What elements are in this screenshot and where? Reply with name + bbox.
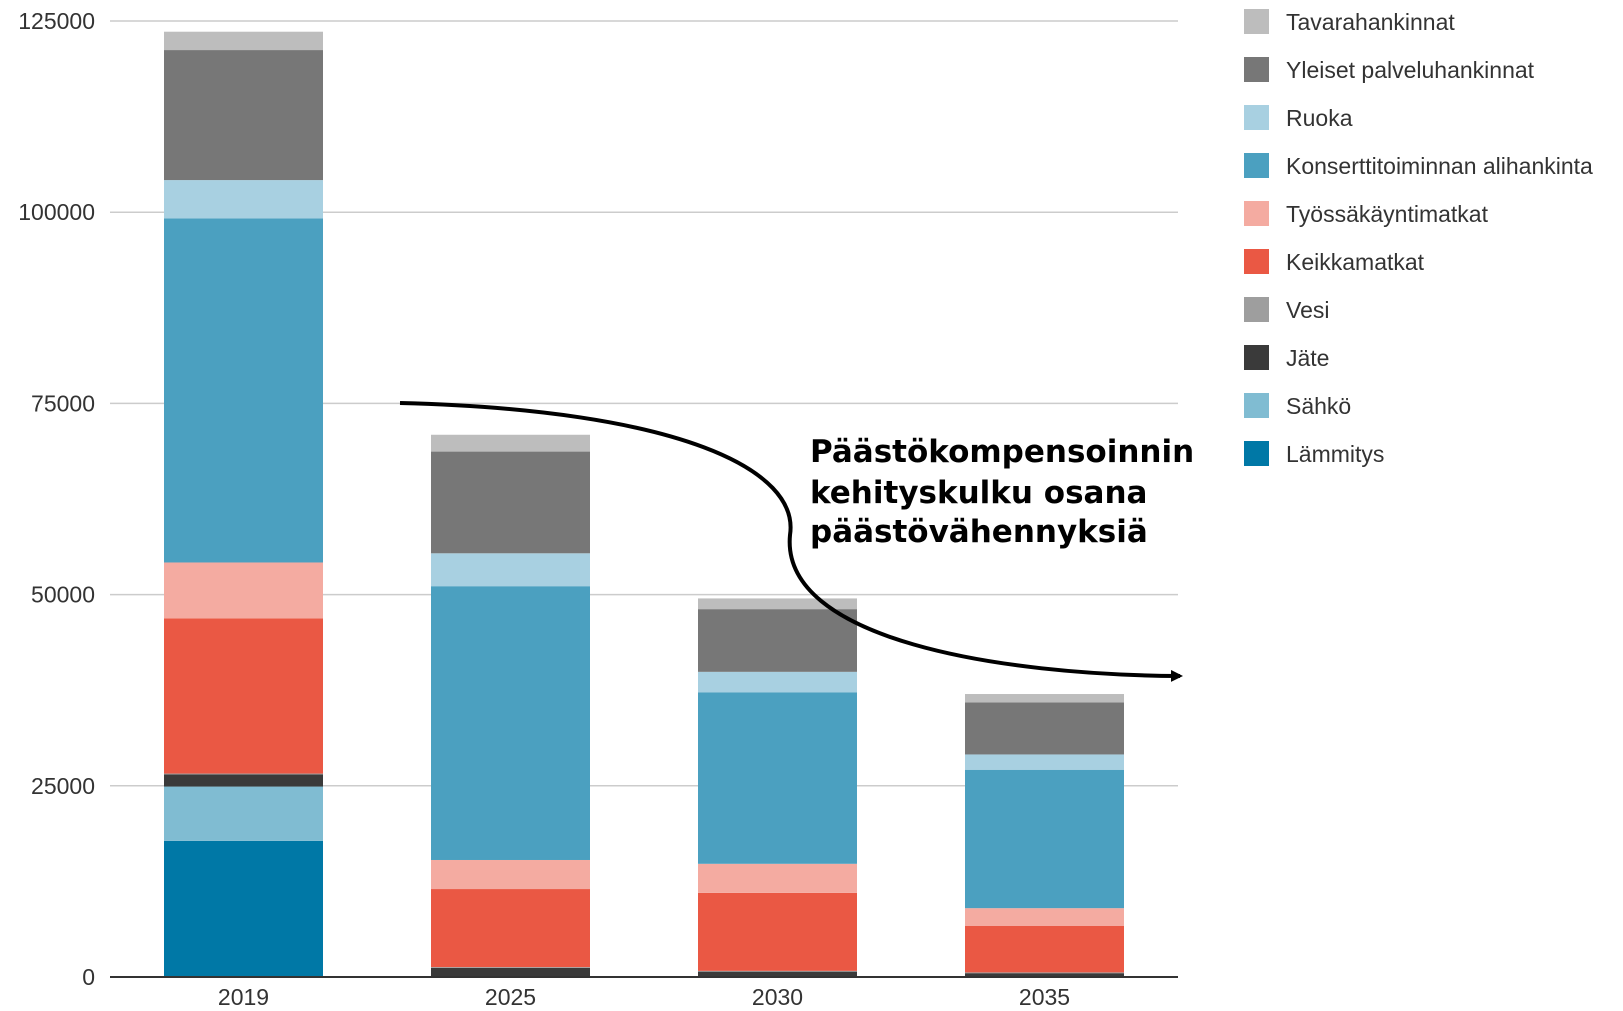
bar-segment	[698, 970, 857, 972]
bar-segment	[698, 971, 857, 977]
bar-segment	[965, 694, 1124, 703]
bar-segment	[431, 451, 590, 554]
bars	[164, 31, 1124, 977]
bar-segment	[164, 218, 323, 563]
x-tick-label: 2035	[1019, 984, 1070, 1010]
annotation-line-3: päästövähennyksiä	[810, 514, 1148, 550]
y-tick-label: 75000	[31, 390, 95, 416]
legend-swatch	[1244, 345, 1269, 370]
bar-segment	[698, 598, 857, 610]
legend-label: Lämmitys	[1286, 441, 1384, 467]
bar-segment	[164, 786, 323, 841]
legend-swatch	[1244, 393, 1269, 418]
bar-segment	[698, 692, 857, 864]
legend-label: Jäte	[1286, 345, 1329, 371]
legend-swatch	[1244, 441, 1269, 466]
bar-segment	[164, 180, 323, 219]
bar-segment	[965, 972, 1124, 974]
x-tick-label: 2030	[752, 984, 803, 1010]
bar-segment	[431, 586, 590, 860]
bar-segment	[164, 618, 323, 774]
trend-arrow	[399, 401, 1183, 682]
bar-segment	[431, 434, 590, 452]
legend-label: Vesi	[1286, 297, 1329, 323]
bar-segment	[698, 609, 857, 672]
bar-segment	[965, 769, 1124, 909]
bar-segment	[965, 925, 1124, 973]
legend-label: Yleiset palveluhankinnat	[1286, 57, 1535, 83]
y-tick-label: 0	[82, 964, 95, 990]
x-axis: 2019 2025 2030 2035	[110, 976, 1178, 1010]
x-tick-label: 2019	[218, 984, 269, 1010]
legend-label: Sähkö	[1286, 393, 1351, 419]
bar-segment	[164, 562, 323, 619]
y-tick-label: 25000	[31, 773, 95, 799]
bar-segment	[164, 50, 323, 181]
legend-label: Tavarahankinnat	[1286, 9, 1455, 35]
legend-label: Keikkamatkat	[1286, 249, 1425, 275]
legend-swatch	[1244, 57, 1269, 82]
annotation: Päästökompensoinnin kehityskulku osana p…	[399, 401, 1194, 682]
y-tick-label: 100000	[18, 199, 95, 225]
bar-segment	[698, 892, 857, 971]
bar-segment	[431, 889, 590, 968]
y-axis: 0 25000 50000 75000 100000 125000	[18, 8, 95, 990]
x-tick-label: 2025	[485, 984, 536, 1010]
bar-segment	[965, 908, 1124, 926]
bar-segment	[965, 973, 1124, 977]
bar-segment	[965, 702, 1124, 755]
bar-segment	[698, 671, 857, 693]
bar-segment	[164, 31, 323, 51]
legend-swatch	[1244, 249, 1269, 274]
bar-segment	[164, 773, 323, 775]
bar-segment	[431, 553, 590, 587]
bar-segment	[698, 863, 857, 893]
annotation-line-1: Päästökompensoinnin	[810, 434, 1194, 470]
legend-swatch	[1244, 297, 1269, 322]
y-tick-label: 125000	[18, 8, 95, 34]
legend-swatch	[1244, 153, 1269, 178]
legend-label: Konserttitoiminnan alihankinta	[1286, 153, 1593, 179]
y-tick-label: 50000	[31, 582, 95, 608]
bar-segment	[431, 967, 590, 968]
bar-segment	[164, 774, 323, 787]
annotation-line-2: kehityskulku osana	[810, 475, 1147, 511]
legend-swatch	[1244, 9, 1269, 34]
bar-segment	[431, 859, 590, 890]
legend: Tavarahankinnat Yleiset palveluhankinnat R…	[1244, 9, 1593, 467]
legend-swatch	[1244, 105, 1269, 130]
bar-segment	[431, 967, 590, 977]
legend-label: Työssäkäyntimatkat	[1286, 201, 1489, 227]
bar-segment	[965, 754, 1124, 770]
bar-segment	[164, 840, 323, 977]
legend-swatch	[1244, 201, 1269, 226]
legend-label: Ruoka	[1286, 105, 1353, 131]
